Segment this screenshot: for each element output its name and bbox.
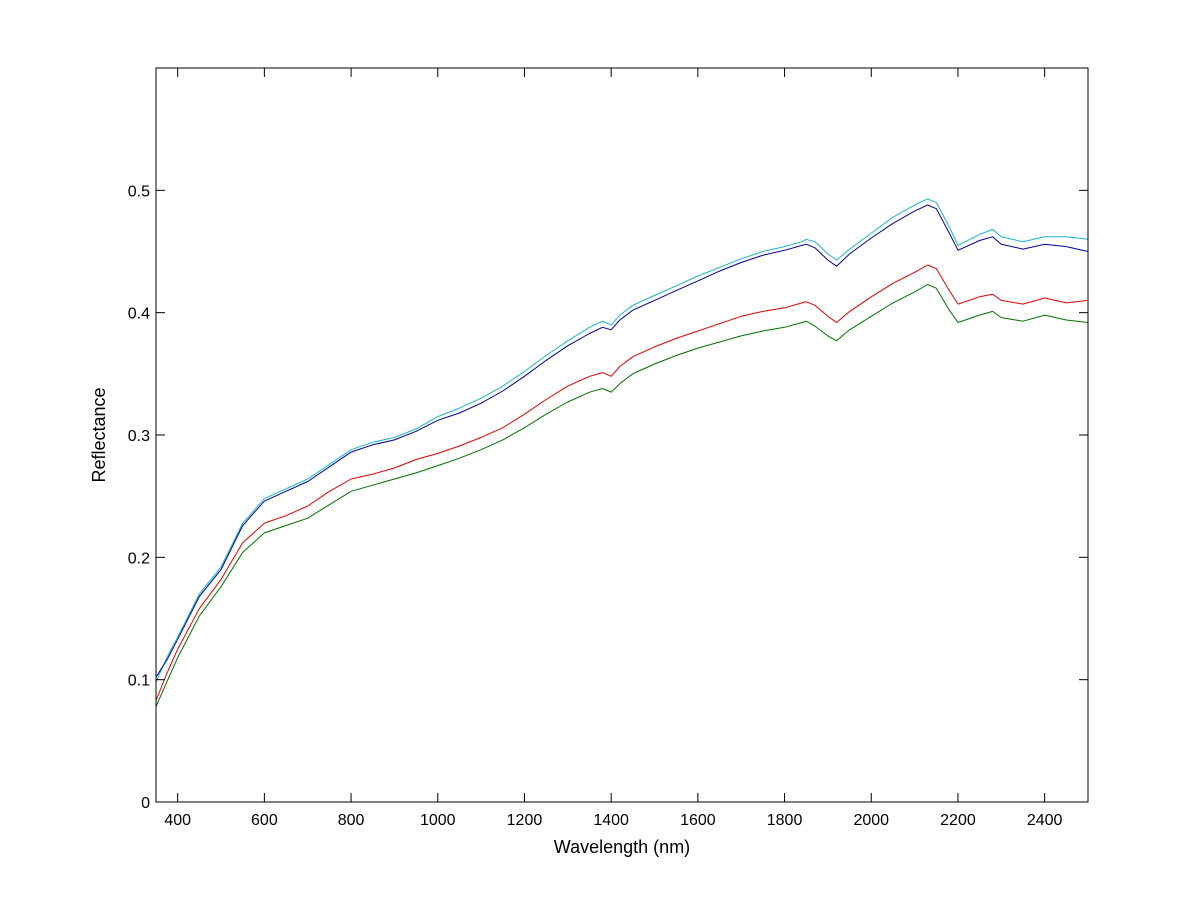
y-axis-label: Reflectance [89,387,109,482]
spectrum-line-3 [155,264,1089,701]
y-tick-label: 0.5 [128,183,150,200]
x-tick-label: 1600 [680,812,716,829]
y-tick-label: 0 [141,795,150,812]
x-tick-label: 400 [164,812,191,829]
x-tick-label: 1200 [507,812,543,829]
x-tick-label: 800 [338,812,365,829]
x-tick-label: 2400 [1027,812,1063,829]
x-tick-label: 1000 [420,812,456,829]
spectrum-line-1 [155,198,1089,683]
x-tick-label: 1400 [593,812,629,829]
x-tick-label: 2000 [853,812,889,829]
y-tick-label: 0.2 [128,550,150,567]
x-tick-label: 2200 [940,812,976,829]
spectrum-line-4 [155,284,1089,707]
plot-area [156,68,1088,802]
x-tick-label: 600 [251,812,278,829]
y-tick-label: 0.3 [128,428,150,445]
spectrum-line-2 [155,204,1089,678]
y-tick-label: 0.1 [128,673,150,690]
series-layer [155,198,1089,707]
x-axis-label: Wavelength (nm) [554,837,690,857]
x-ticks: 400 600 800 1000 1200 1400 1600 1800 2000 2200 240… [164,68,1063,829]
x-tick-label: 1800 [767,812,803,829]
y-ticks: 0 0.1 0.2 0.3 0.4 0.5 [128,183,1088,812]
y-tick-label: 0.4 [128,306,150,323]
